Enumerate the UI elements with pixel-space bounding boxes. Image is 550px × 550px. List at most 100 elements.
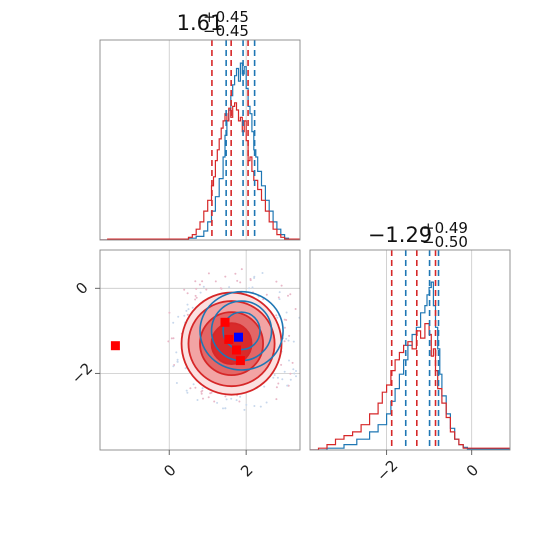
- red-square-marker: [232, 345, 241, 355]
- joint-sample-point: [224, 395, 227, 398]
- joint-sample-point: [201, 280, 204, 283]
- joint-sample-point: [294, 308, 297, 310]
- joint-sample-point: [184, 367, 187, 370]
- joint-sample-point: [262, 298, 265, 301]
- joint-sample-point: [216, 401, 219, 404]
- joint-sample-point: [175, 351, 178, 354]
- joint-sample-point: [265, 293, 268, 296]
- joint-sample-point: [276, 376, 279, 379]
- joint-sample-point: [287, 294, 289, 297]
- param1-title-value: 1.61: [177, 11, 224, 35]
- joint-sample-point: [305, 358, 307, 360]
- joint-sample-point: [306, 337, 308, 339]
- joint-sample-point: [280, 363, 283, 366]
- joint-sample-point: [287, 339, 290, 342]
- joint-sample-point: [172, 365, 175, 368]
- joint-sample-point: [228, 286, 231, 289]
- joint-panel-frame: [99, 249, 301, 451]
- joint-sample-point: [202, 285, 205, 288]
- joint-sample-point: [240, 268, 243, 271]
- param2-histogram-panel: −2 0: [309, 249, 511, 485]
- joint-sample-point: [177, 315, 180, 318]
- joint-sample-point: [191, 306, 194, 309]
- joint-sample-point: [230, 397, 233, 400]
- red-square-marker: [110, 341, 120, 351]
- joint-sample-point: [225, 398, 228, 401]
- joint-sample-point: [280, 284, 283, 287]
- joint-sample-point: [275, 280, 278, 283]
- joint-sample-point: [194, 280, 197, 283]
- joint-sample-point: [292, 368, 295, 371]
- param1-hist-frame: [99, 39, 301, 241]
- joint-sample-point: [210, 391, 213, 394]
- joint-sample-point: [186, 292, 189, 295]
- param2-title-upper: +0.49: [422, 219, 468, 237]
- joint-sample-point: [186, 313, 189, 316]
- param1-xtick-label: 2: [237, 461, 256, 480]
- joint-sample-point: [251, 286, 254, 289]
- joint-sample-point: [286, 384, 289, 387]
- joint-sample-point: [295, 375, 297, 378]
- joint-sample-point: [283, 340, 286, 343]
- joint-sample-point: [201, 387, 204, 390]
- joint-sample-point: [235, 399, 238, 402]
- param2-hist-frame: [309, 249, 511, 451]
- joint-sample-point: [239, 395, 242, 398]
- param2-title: −1.29: [368, 223, 432, 247]
- blue-square-marker: [234, 332, 243, 342]
- joint-sample-point: [306, 338, 308, 340]
- joint-sample-point: [186, 391, 189, 394]
- param2-hist-blue-series: [310, 281, 510, 450]
- joint-sample-point: [176, 358, 179, 361]
- joint-sample-point: [248, 287, 251, 290]
- joint-sample-point: [202, 397, 204, 400]
- joint-sample-point: [283, 370, 286, 373]
- joint-sample-point: [219, 287, 222, 290]
- joint-sample-point: [275, 314, 278, 317]
- joint-sample-point: [239, 281, 242, 284]
- param2-xtick-label: 0: [463, 461, 482, 480]
- joint-sample-point: [277, 382, 280, 385]
- joint-sample-point: [305, 329, 307, 331]
- joint-sample-point: [192, 383, 195, 386]
- param2-xtick-label: −2: [373, 457, 401, 485]
- joint-sample-point: [194, 386, 197, 389]
- joint-sample-point: [189, 387, 192, 390]
- joint-sample-point: [224, 275, 227, 278]
- param1-title: 1.61: [177, 11, 224, 35]
- joint-sample-point: [200, 390, 203, 393]
- joint-sample-point: [275, 398, 278, 401]
- joint-sample-point: [172, 337, 175, 340]
- joint-sample-point: [308, 345, 310, 347]
- blue-contour-level-1: [199, 290, 284, 371]
- joint-sample-point: [273, 374, 276, 376]
- joint-sample-point: [185, 309, 188, 312]
- joint-sample-point: [293, 372, 296, 375]
- joint-sample-point: [183, 314, 186, 317]
- joint-sample-point: [276, 316, 279, 319]
- joint-sample-point: [222, 407, 224, 410]
- red-square-marker: [220, 317, 230, 327]
- joint-sample-point: [287, 384, 290, 387]
- joint-sample-point: [199, 291, 202, 294]
- joint-sample-point: [195, 287, 198, 290]
- joint-sample-point: [288, 359, 290, 362]
- joint-sample-point: [278, 291, 281, 294]
- joint-sample-point: [207, 272, 210, 275]
- joint-sample-point: [243, 408, 246, 411]
- joint-sample-point: [261, 272, 264, 274]
- joint-sample-point: [172, 321, 175, 324]
- joint-sample-point: [289, 372, 292, 375]
- joint-sample-point: [234, 272, 237, 275]
- joint-sample-point: [187, 308, 190, 311]
- joint-sample-point: [249, 278, 252, 280]
- param1-title-lower: −0.45: [203, 22, 249, 40]
- param2-ytick-label: 0: [72, 279, 91, 298]
- joint-sample-point: [205, 288, 208, 291]
- joint-sample-point: [288, 334, 291, 337]
- joint-sample-point: [295, 370, 297, 372]
- red-square-marker: [235, 356, 245, 366]
- joint-sample-point: [195, 296, 198, 299]
- joint-sample-point: [301, 354, 303, 356]
